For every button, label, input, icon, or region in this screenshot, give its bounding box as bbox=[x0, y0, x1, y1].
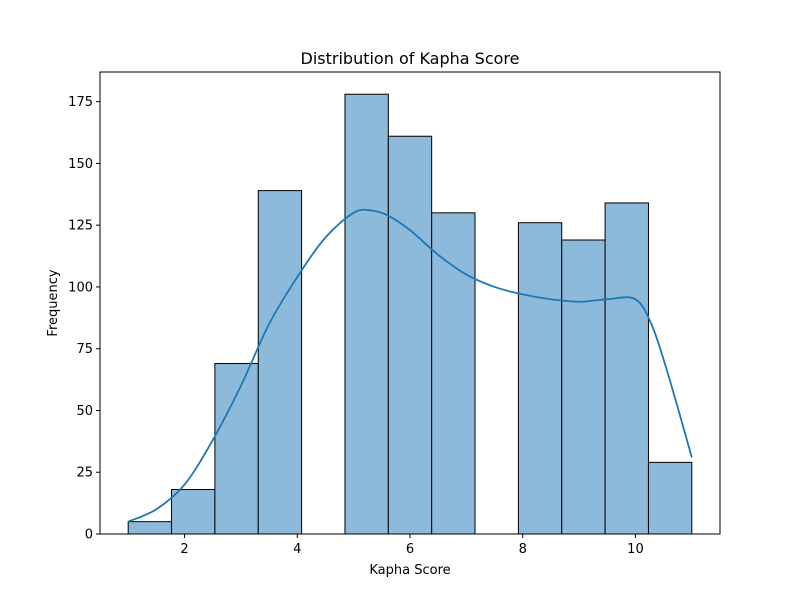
x-axis-label: Kapha Score bbox=[369, 563, 450, 578]
y-tick-label: 75 bbox=[76, 342, 93, 357]
histogram-bar bbox=[604, 202, 649, 535]
kde-group bbox=[127, 208, 693, 523]
x-tick-label: 4 bbox=[293, 542, 301, 557]
histogram-bar bbox=[257, 190, 303, 535]
x-tick-label: 2 bbox=[180, 542, 188, 557]
x-tick-label: 6 bbox=[406, 542, 414, 557]
histogram-bar bbox=[561, 239, 606, 535]
histogram-bar bbox=[647, 461, 693, 535]
histogram-bar bbox=[517, 222, 563, 535]
y-tick-label: 50 bbox=[76, 404, 93, 419]
x-axis-ticks: 2 4 6 8 10 bbox=[180, 534, 644, 557]
histogram-bar bbox=[387, 135, 433, 535]
x-tick-label: 10 bbox=[627, 542, 644, 557]
histogram-bar bbox=[344, 93, 389, 535]
y-tick-label: 125 bbox=[68, 219, 93, 234]
chart-title: Distribution of Kapha Score bbox=[301, 49, 520, 68]
y-axis-ticks: 0 25 50 75 100 125 150 175 bbox=[68, 95, 100, 543]
y-tick-label: 175 bbox=[68, 95, 93, 110]
y-tick-label: 100 bbox=[68, 280, 93, 295]
bars-group bbox=[127, 93, 693, 535]
y-tick-label: 25 bbox=[76, 466, 93, 481]
x-tick-label: 8 bbox=[519, 542, 527, 557]
y-tick-label: 150 bbox=[68, 157, 93, 172]
y-axis-label: Frequency bbox=[46, 269, 61, 336]
histogram-bar bbox=[127, 521, 173, 535]
histogram-bar bbox=[214, 363, 259, 535]
y-tick-label: 0 bbox=[85, 528, 93, 543]
histogram-bar bbox=[171, 489, 216, 535]
histogram-bar bbox=[431, 212, 476, 535]
kde-line bbox=[127, 208, 693, 523]
